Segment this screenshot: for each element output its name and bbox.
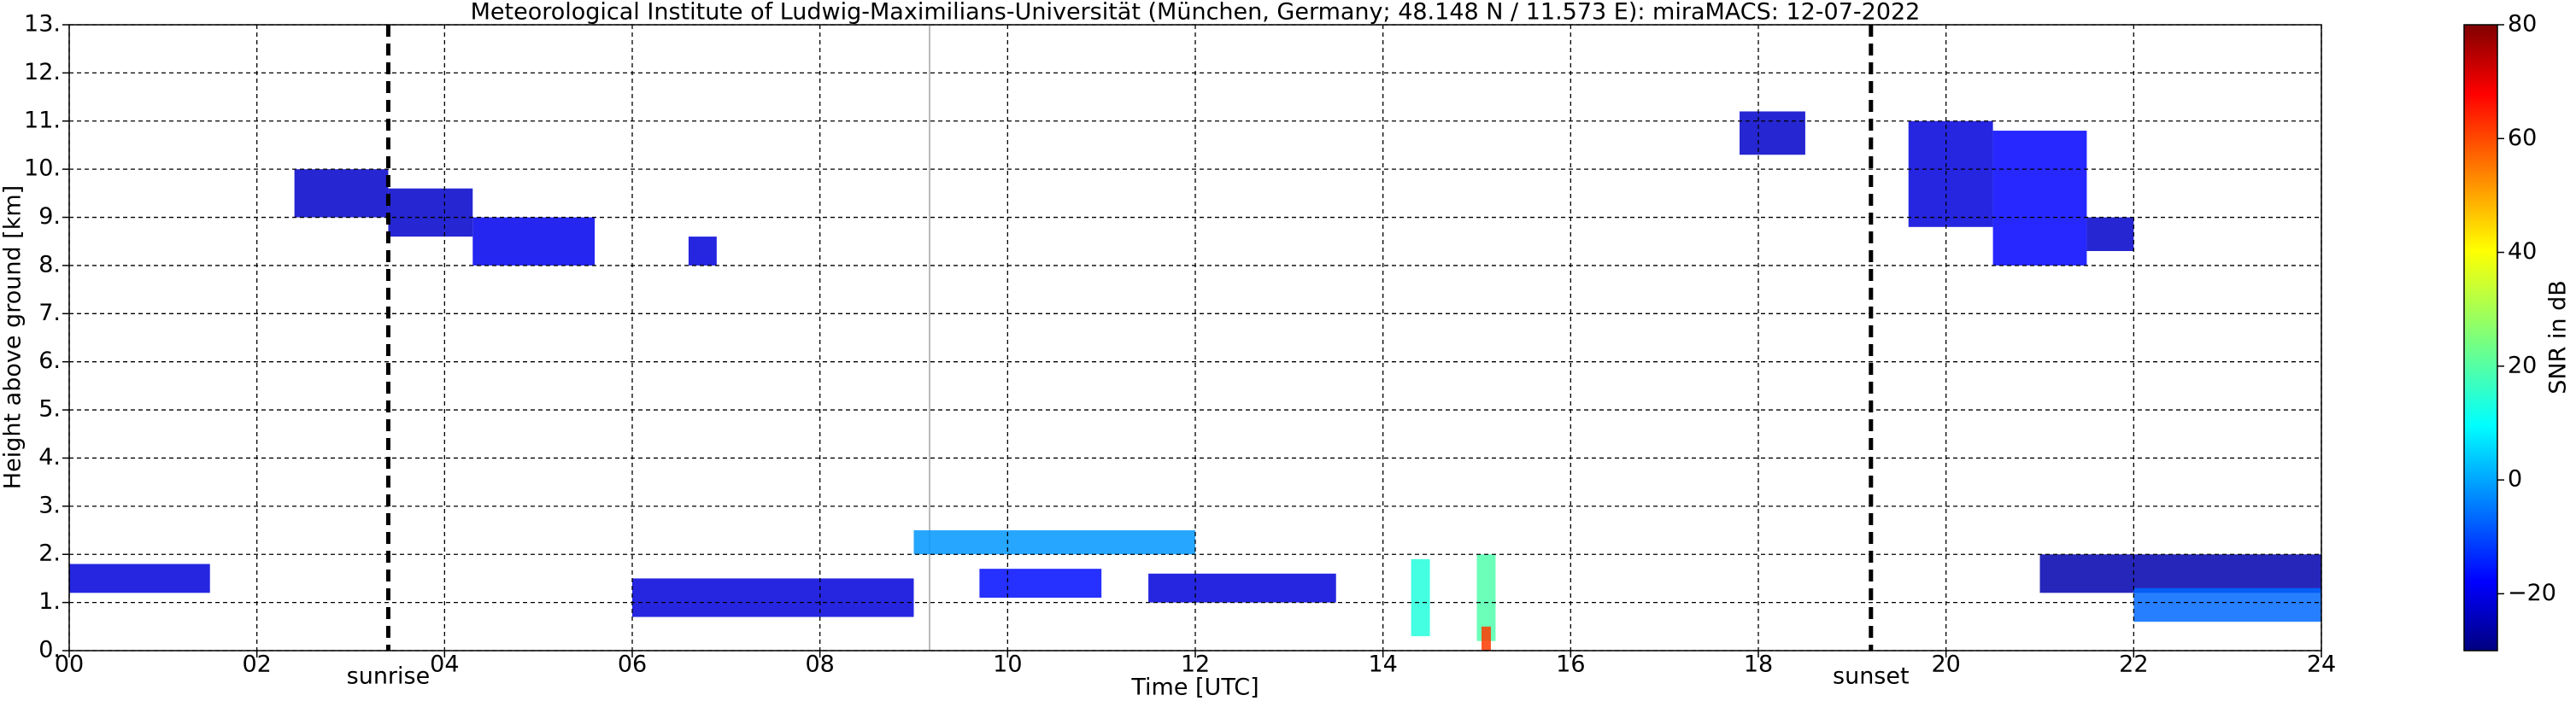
- x-tick-label: 16: [1556, 651, 1585, 678]
- echo: [632, 578, 914, 617]
- echo: [979, 569, 1102, 598]
- echo: [69, 564, 210, 593]
- echo: [1481, 626, 1491, 651]
- echo: [1476, 554, 1496, 641]
- colorbar-tick-label: 40: [2508, 238, 2537, 265]
- x-tick-label: 22: [2119, 651, 2148, 678]
- x-tick-label: 12: [1181, 651, 1210, 678]
- x-axis-label: Time [UTC]: [1130, 675, 1259, 701]
- x-tick-label: 04: [430, 651, 459, 678]
- y-tick-label: 7.: [38, 300, 61, 326]
- marker-label: sunset: [1833, 663, 1910, 690]
- colorbar-frame: [2463, 24, 2498, 651]
- colorbar-label: SNR in dB: [2545, 280, 2572, 394]
- colorbar-tick-label: 60: [2508, 125, 2537, 151]
- x-tick-label: 06: [618, 651, 647, 678]
- y-tick-label: 12.: [24, 59, 61, 85]
- y-tick-label: 3.: [38, 492, 61, 518]
- echo: [472, 217, 596, 266]
- echo: [1908, 120, 1993, 227]
- y-tick-label: 9.: [38, 203, 61, 230]
- echo: [2039, 554, 2321, 593]
- y-tick-label: 5.: [38, 396, 61, 423]
- echo: [1740, 111, 1805, 155]
- chart-title: Meteorological Institute of Ludwig-Maxim…: [471, 0, 1921, 26]
- echo: [2086, 217, 2134, 252]
- echo: [2133, 587, 2321, 622]
- echo: [294, 169, 389, 218]
- plot-frame: [68, 24, 2322, 651]
- echo: [1148, 573, 1336, 603]
- colorbar-tick-label: −20: [2508, 580, 2556, 606]
- x-tick-label: 08: [805, 651, 834, 678]
- y-tick-label: 11.: [24, 107, 61, 133]
- echo: [688, 237, 717, 266]
- echo: [913, 530, 1195, 555]
- y-axis-label: Height above ground [km]: [0, 185, 26, 489]
- x-tick-label: 24: [2307, 651, 2336, 678]
- colorbar-tick-label: 0: [2508, 466, 2522, 493]
- y-tick-label: 4.: [38, 444, 61, 470]
- x-tick-label: 14: [1368, 651, 1397, 678]
- marker-label: sunrise: [347, 663, 431, 690]
- y-tick-label: 2.: [38, 540, 61, 567]
- colorbar: [2464, 25, 2497, 651]
- x-tick-label: 00: [55, 651, 84, 678]
- y-tick-label: 10.: [24, 155, 61, 182]
- echo: [388, 188, 473, 237]
- x-tick-label: 02: [242, 651, 271, 678]
- y-tick-label: 1.: [38, 588, 61, 615]
- y-tick-label: 8.: [38, 251, 61, 278]
- x-tick-label: 10: [993, 651, 1022, 678]
- y-tick-label: 13.: [24, 11, 61, 38]
- y-tick-label: 6.: [38, 348, 61, 374]
- y-tick-label: 0.: [38, 637, 61, 663]
- colorbar-tick-label: 20: [2508, 352, 2537, 378]
- colorbar-tick-label: 80: [2508, 11, 2537, 38]
- echo: [1411, 558, 1430, 637]
- echo: [1992, 131, 2087, 266]
- x-tick-label: 20: [1931, 651, 1960, 678]
- x-tick-label: 18: [1744, 651, 1773, 678]
